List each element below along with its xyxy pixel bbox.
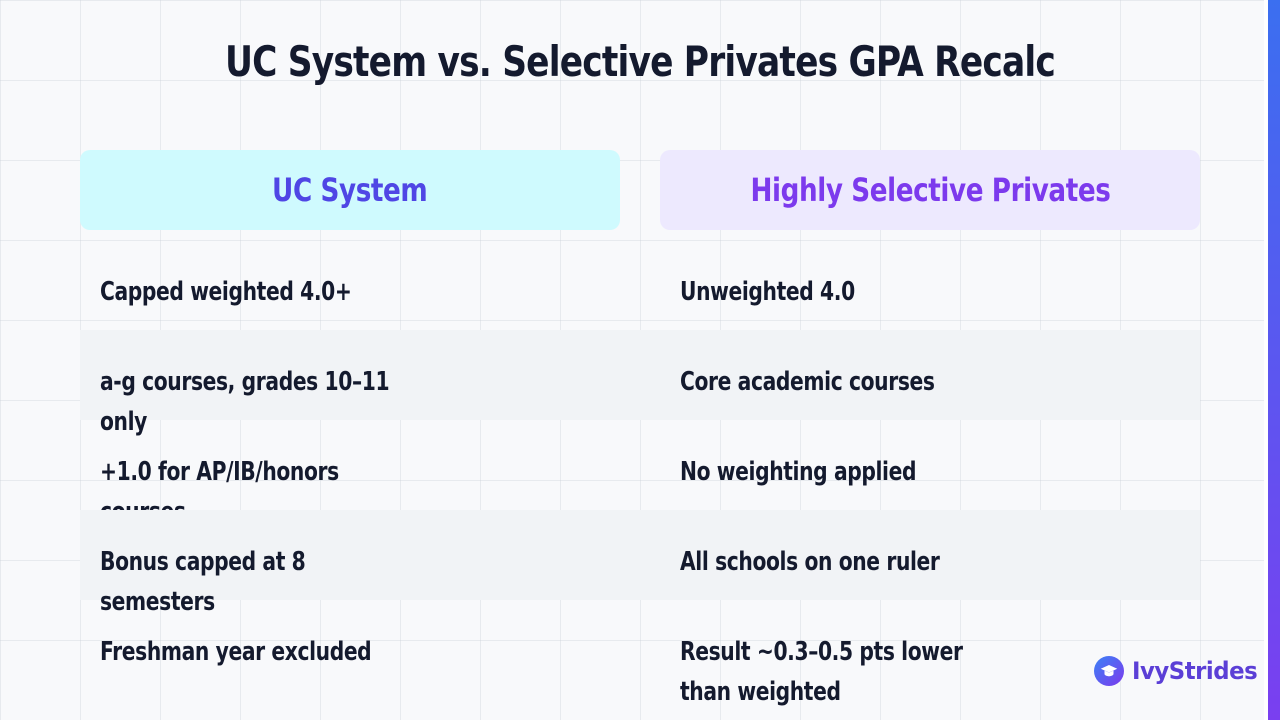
comparison-row: a-g courses, grades 10–11 only Core acad… bbox=[80, 330, 1200, 437]
accent-bar bbox=[1264, 0, 1280, 720]
column-header-label: Highly Selective Privates bbox=[750, 171, 1110, 209]
page-title: UC System vs. Selective Privates GPA Rec… bbox=[224, 37, 1056, 86]
private-cell: All schools on one ruler bbox=[680, 547, 940, 577]
private-cell: No weighting applied bbox=[680, 457, 917, 487]
column-header-selective-privates: Highly Selective Privates bbox=[660, 150, 1200, 230]
private-cell: Unweighted 4.0 bbox=[680, 277, 855, 307]
private-cell: Core academic courses bbox=[680, 367, 935, 397]
private-cell: Result ~0.3–0.5 pts lower than weighted bbox=[680, 637, 963, 707]
column-header-uc-system: UC System bbox=[80, 150, 620, 230]
uc-cell: Capped weighted 4.0+ bbox=[100, 277, 352, 307]
uc-cell: Bonus capped at 8 semesters bbox=[100, 547, 306, 617]
comparison-row: Capped weighted 4.0+ Unweighted 4.0 bbox=[80, 240, 1200, 330]
brand-logo: IvyStrides bbox=[1094, 656, 1264, 686]
graduation-cap-icon bbox=[1094, 656, 1124, 686]
comparison-row: Bonus capped at 8 semesters All schools … bbox=[80, 510, 1200, 617]
uc-cell: a-g courses, grades 10–11 only bbox=[100, 367, 390, 437]
comparison-row: +1.0 for AP/IB/honors courses No weighti… bbox=[80, 420, 1200, 527]
comparison-row: Freshman year excluded Result ~0.3–0.5 p… bbox=[80, 600, 1200, 707]
column-header-label: UC System bbox=[272, 171, 428, 209]
uc-cell: Freshman year excluded bbox=[100, 637, 372, 667]
brand-name: IvyStrides bbox=[1132, 657, 1258, 685]
